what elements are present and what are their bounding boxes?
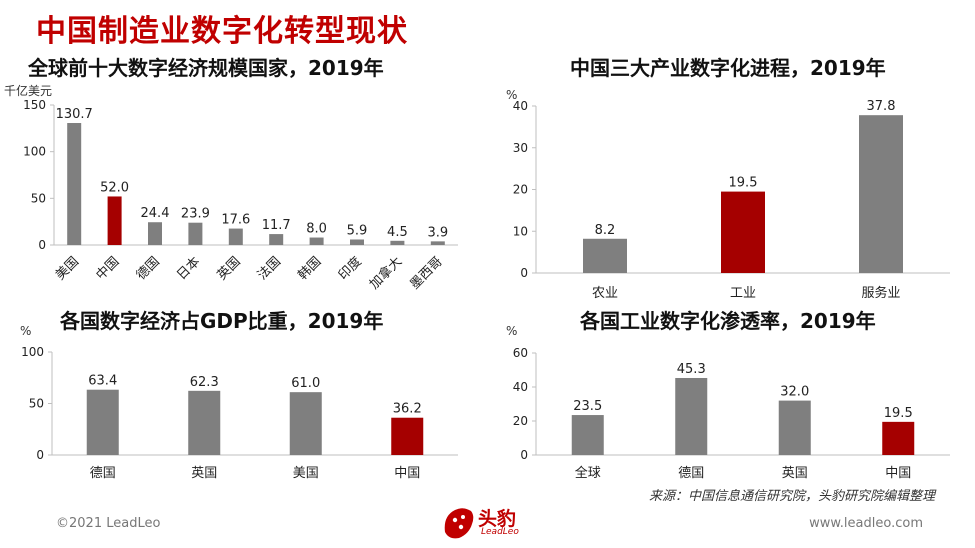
bar bbox=[350, 239, 364, 245]
data-label: 61.0 bbox=[291, 376, 320, 391]
brand-logo: 头豹 LeadLeo bbox=[441, 500, 541, 544]
bar bbox=[86, 389, 119, 455]
brand-subtitle: LeadLeo bbox=[481, 527, 519, 537]
category-label: 工业 bbox=[730, 286, 756, 301]
y-tick-label: 0 bbox=[38, 238, 46, 252]
y-tick-label: 150 bbox=[23, 98, 46, 112]
page-title: 中国制造业数字化转型现状 bbox=[36, 14, 408, 49]
data-label: 4.5 bbox=[387, 225, 408, 240]
bar bbox=[571, 415, 604, 455]
bar bbox=[107, 196, 122, 245]
data-label: 37.8 bbox=[867, 99, 896, 114]
bar bbox=[859, 115, 903, 273]
brand-name: 头豹 bbox=[478, 508, 517, 530]
data-label: 36.2 bbox=[393, 402, 422, 417]
y-tick-label: 50 bbox=[31, 191, 46, 205]
bar bbox=[390, 240, 405, 245]
data-label: 23.9 bbox=[181, 207, 210, 222]
bar bbox=[148, 222, 162, 245]
category-label: 美国 bbox=[293, 466, 319, 481]
category-label: 农业 bbox=[592, 286, 618, 301]
data-label: 23.5 bbox=[573, 399, 602, 414]
unit-label-bottom-right: % bbox=[506, 324, 518, 338]
data-label: 62.3 bbox=[190, 375, 219, 390]
leopard-icon bbox=[444, 508, 474, 539]
unit-label-top-right: % bbox=[506, 88, 518, 102]
y-tick-label: 20 bbox=[513, 414, 528, 428]
unit-label-top-left: 千亿美元 bbox=[4, 84, 53, 98]
data-label: 19.5 bbox=[729, 176, 758, 191]
y-tick-label: 100 bbox=[21, 345, 44, 359]
bar bbox=[882, 421, 915, 455]
data-label: 32.0 bbox=[780, 385, 809, 400]
bar bbox=[228, 228, 243, 245]
data-label: 8.2 bbox=[595, 223, 616, 238]
y-tick-label: 40 bbox=[513, 99, 528, 113]
bar bbox=[675, 377, 708, 455]
chart-title-top-right: 中国三大产业数字化进程，2019年 bbox=[570, 56, 886, 80]
data-label: 3.9 bbox=[427, 225, 448, 240]
category-label: 英国 bbox=[191, 466, 217, 481]
data-label: 45.3 bbox=[677, 362, 706, 377]
bar bbox=[309, 237, 324, 245]
category-label: 服务业 bbox=[861, 285, 900, 301]
chart-title-bottom-left: 各国数字经济占GDP比重，2019年 bbox=[60, 309, 384, 333]
category-label: 中国 bbox=[394, 466, 420, 481]
data-label: 130.7 bbox=[56, 107, 93, 122]
y-tick-label: 10 bbox=[513, 224, 528, 238]
bar bbox=[583, 238, 627, 273]
chart-title-bottom-right: 各国工业数字化渗透率，2019年 bbox=[580, 309, 876, 333]
footer-url[interactable]: www.leadleo.com bbox=[809, 516, 923, 531]
data-label: 24.4 bbox=[141, 206, 170, 221]
bar bbox=[188, 390, 221, 455]
y-tick-label: 30 bbox=[513, 141, 528, 155]
bar bbox=[391, 417, 424, 455]
data-label: 63.4 bbox=[88, 374, 117, 389]
unit-label-bottom-left: % bbox=[20, 324, 32, 338]
y-tick-label: 100 bbox=[23, 145, 46, 159]
category-label: 德国 bbox=[678, 466, 704, 481]
bar bbox=[721, 191, 765, 273]
data-label: 19.5 bbox=[884, 406, 913, 421]
footer-copyright: ©2021 LeadLeo bbox=[56, 516, 161, 531]
data-label: 11.7 bbox=[262, 218, 291, 233]
y-tick-label: 60 bbox=[513, 346, 528, 360]
bar bbox=[430, 241, 445, 245]
bar bbox=[67, 123, 82, 245]
source-note: 来源：中国信息通信研究院，头豹研究院编辑整理 bbox=[648, 489, 935, 504]
data-label: 8.0 bbox=[306, 222, 327, 237]
bar bbox=[289, 392, 322, 455]
bar bbox=[778, 400, 811, 455]
category-label: 德国 bbox=[90, 466, 116, 481]
y-tick-label: 40 bbox=[513, 380, 528, 394]
y-tick-label: 0 bbox=[520, 448, 528, 462]
data-label: 52.0 bbox=[100, 180, 129, 195]
bar bbox=[269, 234, 284, 245]
y-tick-label: 0 bbox=[36, 448, 44, 462]
y-tick-label: 50 bbox=[29, 397, 44, 411]
category-label: 全球 bbox=[575, 465, 601, 481]
data-label: 17.6 bbox=[221, 213, 250, 228]
chart-title-top-left: 全球前十大数字经济规模国家，2019年 bbox=[28, 56, 384, 80]
bar bbox=[188, 222, 203, 245]
data-label: 5.9 bbox=[347, 223, 368, 238]
y-tick-label: 20 bbox=[513, 183, 528, 197]
category-label: 中国 bbox=[885, 466, 911, 481]
y-tick-label: 0 bbox=[520, 266, 528, 280]
category-label: 英国 bbox=[782, 466, 808, 481]
